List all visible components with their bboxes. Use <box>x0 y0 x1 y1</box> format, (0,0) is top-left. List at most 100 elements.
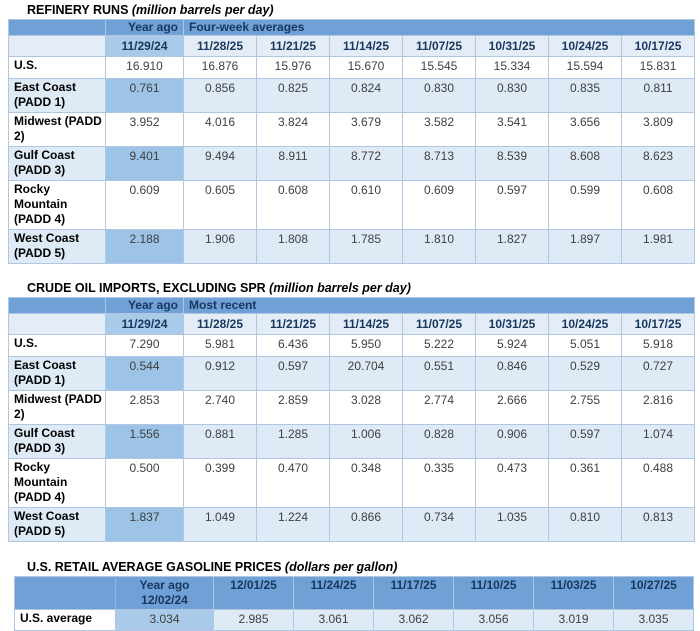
header-dates-row: 11/29/24 11/28/25 11/21/25 11/14/25 11/07/25… <box>8 35 696 57</box>
value-cell: 15.334 <box>475 56 549 79</box>
year-ago-date: 11/29/24 <box>105 313 184 335</box>
table-title-text: CRUDE OIL IMPORTS, EXCLUDING SPR <box>27 281 266 295</box>
value-cell: 5.981 <box>183 334 257 357</box>
table-body: U.S. 7.290 5.981 6.436 5.950 5.222 5.924 5.051 5… <box>8 334 696 542</box>
year-ago-band-label: Year ago <box>105 297 184 314</box>
table-row: West Coast (PADD 5) 1.837 1.049 1.224 0.866 0… <box>8 507 696 542</box>
year-ago-date: 12/02/24 <box>141 593 188 607</box>
date-header: 11/03/25 <box>533 576 614 610</box>
date-header: 11/24/25 <box>293 576 374 610</box>
year-ago-value: 0.500 <box>105 458 184 508</box>
gasoline-prices-title: U.S. RETAIL AVERAGE GASOLINE PRICES (dol… <box>27 560 700 574</box>
date-header: 11/14/25 <box>329 35 403 57</box>
table-header: Year ago Most recent 11/29/24 11/28/25 11/21… <box>8 297 696 335</box>
value-cell: 1.981 <box>620 229 696 264</box>
header-band-row: Year ago Most recent <box>8 297 696 314</box>
value-cell: 15.976 <box>256 56 330 79</box>
value-cell: 0.399 <box>183 458 257 508</box>
table-body: U.S. average 3.034 2.985 3.061 3.062 3.056 3.0… <box>14 609 694 631</box>
value-cell: 16.876 <box>183 56 257 79</box>
row-label: Gulf Coast (PADD 3) <box>8 424 106 459</box>
year-ago-value: 3.034 <box>115 609 214 631</box>
row-label: West Coast (PADD 5) <box>8 229 106 264</box>
value-cell: 5.950 <box>329 334 403 357</box>
value-cell: 0.906 <box>475 424 549 459</box>
date-header: 10/31/25 <box>475 35 549 57</box>
value-cell: 0.830 <box>475 78 549 113</box>
value-cell: 0.597 <box>256 356 330 391</box>
value-cell: 0.813 <box>620 507 696 542</box>
date-header: 10/24/25 <box>548 313 622 335</box>
year-ago-value: 2.853 <box>105 390 184 425</box>
year-ago-value: 3.952 <box>105 112 184 147</box>
value-cell: 5.222 <box>402 334 476 357</box>
value-cell: 0.361 <box>548 458 622 508</box>
table-row: Midwest (PADD 2) 3.952 4.016 3.824 3.679 3.58… <box>8 112 696 147</box>
table-row: Rocky Mountain (PADD 4) 0.609 0.605 0.608 0.… <box>8 180 696 230</box>
date-header: 10/27/25 <box>613 576 694 610</box>
value-cell: 1.224 <box>256 507 330 542</box>
year-ago-value: 7.290 <box>105 334 184 357</box>
value-cell: 0.912 <box>183 356 257 391</box>
year-ago-value: 0.544 <box>105 356 184 391</box>
value-cell: 0.609 <box>402 180 476 230</box>
date-header: 11/21/25 <box>256 313 330 335</box>
refinery-runs-table: Year ago Four-week averages 11/29/24 11/28/… <box>8 19 696 264</box>
date-header: 10/17/25 <box>620 35 696 57</box>
value-cell: 1.906 <box>183 229 257 264</box>
date-header: 11/28/25 <box>183 313 257 335</box>
value-cell: 1.897 <box>548 229 622 264</box>
table-row: Rocky Mountain (PADD 4) 0.500 0.399 0.470 0.… <box>8 458 696 508</box>
date-header: 10/24/25 <box>548 35 622 57</box>
table-header: Year ago Four-week averages 11/29/24 11/28/… <box>8 19 696 57</box>
value-cell: 3.061 <box>293 609 374 631</box>
crude-imports-table: Year ago Most recent 11/29/24 11/28/25 11/21… <box>8 297 696 542</box>
value-cell: 0.608 <box>620 180 696 230</box>
value-cell: 2.740 <box>183 390 257 425</box>
value-cell: 3.056 <box>453 609 534 631</box>
header-corner-cell <box>14 576 116 610</box>
year-ago-value: 9.401 <box>105 146 184 181</box>
value-cell: 9.494 <box>183 146 257 181</box>
row-label: U.S. <box>8 334 106 357</box>
year-ago-value: 2.188 <box>105 229 184 264</box>
year-ago-band-label: Year ago <box>105 19 184 36</box>
refinery-runs-title: REFINERY RUNS (million barrels per day) <box>27 3 700 17</box>
row-label: Midwest (PADD 2) <box>8 112 106 147</box>
value-cell: 8.623 <box>620 146 696 181</box>
year-ago-label: Year ago <box>139 578 190 592</box>
table-title-text: REFINERY RUNS <box>27 3 129 17</box>
value-cell: 3.019 <box>533 609 614 631</box>
period-band-label: Most recent <box>182 297 696 314</box>
year-ago-value: 0.609 <box>105 180 184 230</box>
header-corner-cell <box>8 19 106 36</box>
value-cell: 1.285 <box>256 424 330 459</box>
value-cell: 15.670 <box>329 56 403 79</box>
value-cell: 15.831 <box>620 56 696 79</box>
date-header: 11/28/25 <box>183 35 257 57</box>
year-ago-header: Year ago 12/02/24 <box>115 576 214 610</box>
year-ago-value: 1.837 <box>105 507 184 542</box>
value-cell: 15.545 <box>402 56 476 79</box>
value-cell: 2.859 <box>256 390 330 425</box>
value-cell: 0.825 <box>256 78 330 113</box>
year-ago-value: 1.556 <box>105 424 184 459</box>
value-cell: 0.470 <box>256 458 330 508</box>
value-cell: 2.774 <box>402 390 476 425</box>
value-cell: 8.608 <box>548 146 622 181</box>
value-cell: 0.597 <box>475 180 549 230</box>
table-row: U.S. average 3.034 2.985 3.061 3.062 3.056 3.0… <box>14 609 694 631</box>
table-title-text: U.S. RETAIL AVERAGE GASOLINE PRICES <box>27 560 282 574</box>
value-cell: 0.473 <box>475 458 549 508</box>
value-cell: 1.827 <box>475 229 549 264</box>
value-cell: 3.028 <box>329 390 403 425</box>
value-cell: 3.035 <box>613 609 694 631</box>
value-cell: 0.811 <box>620 78 696 113</box>
value-cell: 3.062 <box>373 609 454 631</box>
value-cell: 0.599 <box>548 180 622 230</box>
refinery-runs-section: REFINERY RUNS (million barrels per day) … <box>0 0 700 264</box>
header-band-row: Year ago Four-week averages <box>8 19 696 36</box>
table-title-note: (million barrels per day) <box>131 3 274 17</box>
header-corner-cell <box>8 297 106 314</box>
